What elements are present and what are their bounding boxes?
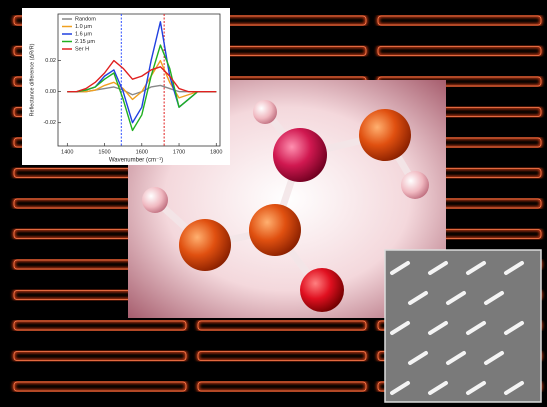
glow-bar — [198, 321, 366, 330]
spectrum-inset: Wavenumber (cm⁻¹) Reflectance difference… — [22, 8, 230, 165]
x-axis-label: Wavenumber (cm⁻¹) — [109, 158, 163, 164]
legend-label: 1.6 μm — [75, 31, 92, 37]
y-tick-label: 0.02 — [45, 58, 56, 64]
glow-bar-core — [14, 352, 186, 361]
glow-bar-core — [14, 321, 186, 330]
y-tick-label: -0.02 — [43, 120, 56, 126]
glow-bar-core — [14, 382, 186, 391]
glow-bar — [198, 382, 366, 391]
x-tick-label: 1400 — [61, 149, 73, 155]
x-tick-label: 1700 — [173, 149, 185, 155]
glow-bar — [198, 352, 366, 361]
x-tick-label: 1600 — [136, 149, 148, 155]
glow-bar-core — [198, 321, 366, 330]
glow-bar — [14, 321, 186, 330]
glow-bar — [378, 47, 541, 56]
illustration: Wavenumber (cm⁻¹) Reflectance difference… — [0, 0, 547, 407]
legend-label: Random — [75, 16, 96, 22]
x-tick-label: 1800 — [210, 149, 222, 155]
glow-bar-core — [378, 16, 541, 25]
legend-label: 2.15 μm — [75, 39, 95, 45]
glow-bar-core — [198, 352, 366, 361]
legend-label: 1.0 μm — [75, 24, 92, 30]
y-axis-label: Reflectance difference (ΔR/R) — [29, 43, 35, 116]
glow-bar-core — [378, 47, 541, 56]
glow-bar — [378, 16, 541, 25]
x-tick-label: 1500 — [98, 149, 110, 155]
glow-bar-core — [198, 382, 366, 391]
y-tick-label: 0.00 — [45, 89, 56, 95]
glow-bar — [14, 352, 186, 361]
glow-bar — [14, 382, 186, 391]
legend-label: Ser H — [75, 46, 89, 52]
sem-image — [385, 250, 541, 402]
